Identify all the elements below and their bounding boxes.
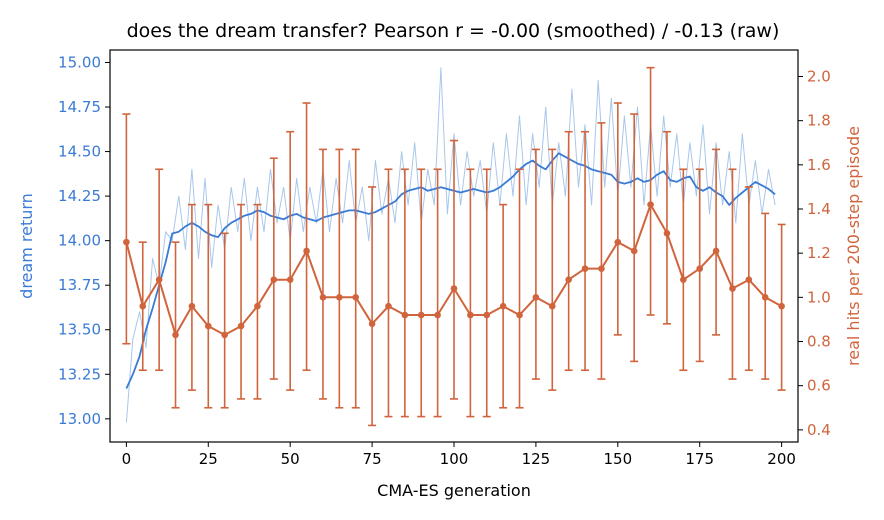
real-hits-point [237, 322, 245, 330]
y-left-tick-label: 14.25 [58, 187, 101, 205]
y-left-tick-label: 15.00 [58, 53, 101, 71]
x-tick-label: 75 [363, 450, 382, 468]
real-hits-point [303, 247, 310, 255]
real-hits-point [123, 238, 130, 246]
y-left-tick-label: 13.75 [58, 276, 101, 294]
y-left-tick-label: 13.50 [58, 321, 101, 339]
real-hits-point [336, 294, 343, 301]
x-tick-label: 150 [603, 450, 632, 468]
real-hits-point [663, 230, 671, 237]
x-tick-label: 200 [767, 450, 796, 468]
y-right-tick-label: 1.2 [807, 244, 831, 262]
real-hits-point [188, 302, 196, 310]
real-hits-point [401, 311, 409, 319]
y-left-tick-label: 13.25 [58, 365, 101, 383]
y-right-tick-label: 1.6 [807, 156, 831, 174]
real-hits-point [712, 247, 720, 255]
x-tick-label: 25 [199, 450, 218, 468]
real-hits-point [598, 265, 605, 272]
real-hits-series [122, 66, 786, 427]
y-axis-right: 0.4 0.6 0.8 1.0 1.2 1.4 1.6 1.8 2.0 [798, 68, 831, 439]
real-hits-point [155, 276, 163, 283]
real-hits-point [221, 331, 228, 339]
real-hits-point [499, 302, 507, 310]
y-right-tick-label: 1.0 [807, 288, 831, 306]
real-hits-point [630, 247, 638, 255]
real-hits-point [778, 302, 785, 310]
real-hits-point [565, 276, 572, 283]
y-right-tick-label: 0.8 [807, 333, 831, 351]
real-hits-point [548, 302, 556, 310]
real-hits-point [696, 265, 704, 272]
real-hits-point [368, 320, 376, 328]
real-hits-point [581, 265, 589, 272]
real-hits-point [286, 276, 294, 283]
real-hits-point [614, 238, 622, 246]
y-axis-left: 13.00 13.25 13.50 13.75 14.00 14.25 14.50 14.75… [58, 53, 110, 428]
real-hits-point [270, 276, 278, 283]
y-left-tick-label: 14.50 [58, 143, 101, 161]
real-hits-point [417, 311, 425, 319]
y-left-tick-label: 14.75 [58, 98, 101, 116]
real-hits-point [172, 331, 179, 339]
real-hits-point [385, 302, 392, 310]
y-axis-right-label: real hits per 200-step episode [844, 126, 863, 366]
x-tick-label: 100 [440, 450, 469, 468]
real-hits-point [680, 276, 687, 283]
y-right-tick-label: 0.6 [807, 377, 831, 395]
chart-title: does the dream transfer? Pearson r = -0.… [127, 20, 780, 42]
y-right-tick-label: 1.4 [807, 200, 831, 218]
y-axis-left-label: dream return [17, 193, 36, 299]
plot-area [122, 66, 786, 427]
y-right-tick-label: 0.4 [807, 421, 831, 439]
x-axis-label: CMA-ES generation [377, 481, 531, 500]
dream-return-raw-line [125, 67, 776, 423]
real-hits-point [204, 322, 212, 330]
y-right-tick-label: 2.0 [807, 68, 831, 86]
x-tick-label: 50 [281, 450, 300, 468]
real-hits-point [647, 201, 654, 208]
real-hits-point [139, 302, 147, 310]
real-hits-point [532, 294, 540, 301]
real-hits-point [254, 302, 261, 310]
y-left-tick-label: 13.00 [58, 410, 101, 428]
real-hits-point [483, 311, 491, 319]
real-hits-point [729, 285, 736, 292]
real-hits-point [434, 311, 441, 319]
real-hits-point [761, 294, 769, 301]
x-tick-label: 125 [522, 450, 551, 468]
real-hits-point [352, 294, 360, 301]
x-tick-label: 0 [122, 450, 132, 468]
y-right-tick-label: 1.8 [807, 112, 831, 130]
real-hits-point [745, 276, 753, 283]
x-axis: 0 25 50 75 100 125 150 175 200 [122, 442, 796, 468]
real-hits-point [516, 311, 523, 319]
real-hits-point [319, 294, 327, 301]
x-tick-label: 175 [685, 450, 714, 468]
y-left-tick-label: 14.00 [58, 232, 101, 250]
dream-return-smoothed-line [125, 152, 776, 389]
real-hits-point [450, 285, 458, 292]
real-hits-point [467, 311, 474, 319]
